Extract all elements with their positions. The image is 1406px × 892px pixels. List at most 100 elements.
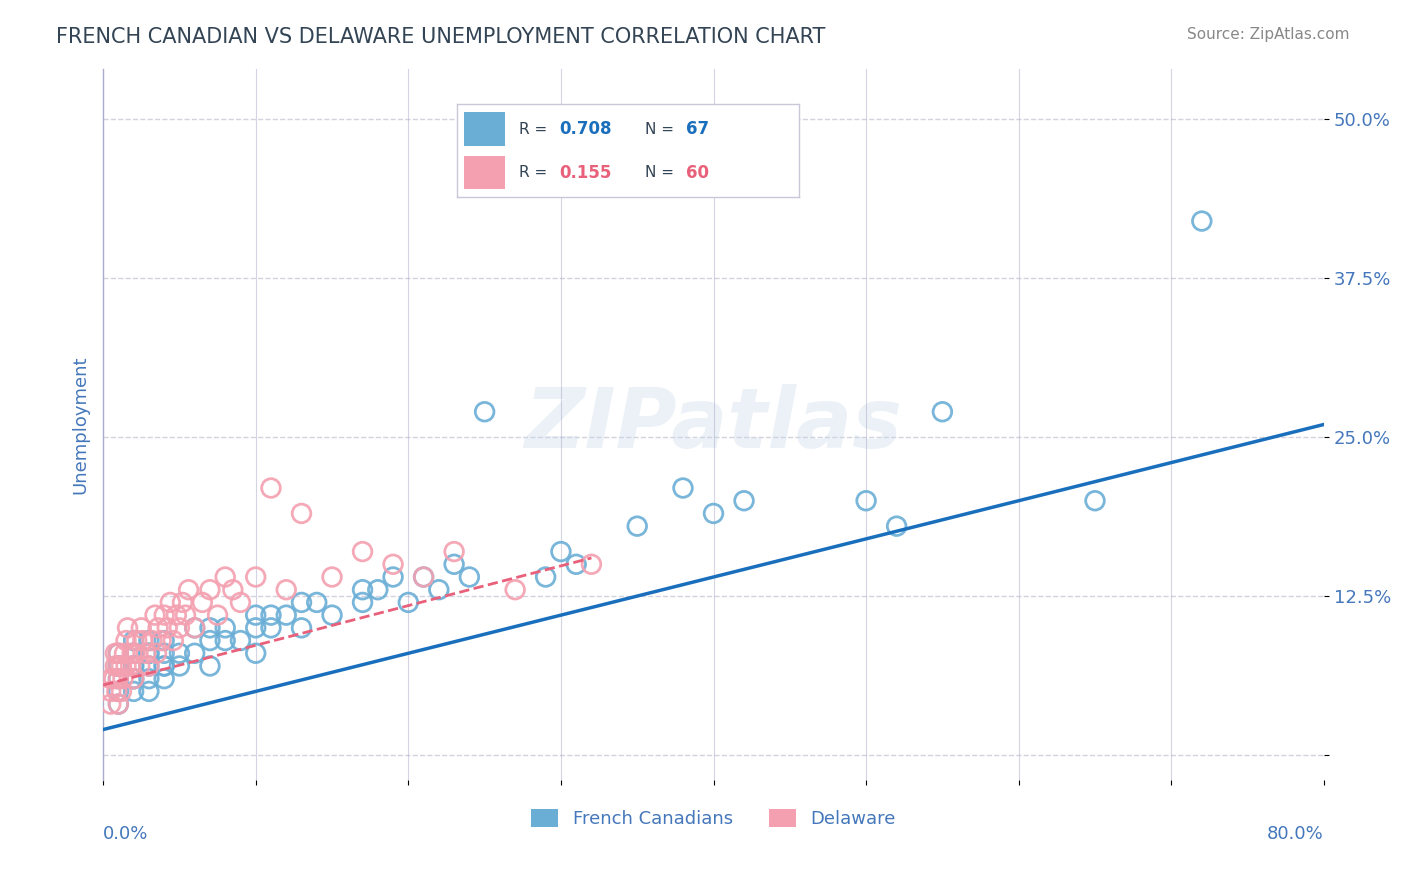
Point — [132, 633, 155, 648]
Point — [107, 672, 129, 686]
Point — [382, 570, 405, 584]
Point — [198, 621, 221, 635]
Point — [143, 608, 166, 623]
Point — [100, 697, 122, 711]
Point — [122, 672, 145, 686]
Point — [626, 519, 648, 533]
Point — [550, 544, 572, 558]
Point — [198, 659, 221, 673]
Point — [107, 646, 129, 660]
Point — [153, 646, 176, 660]
Point — [122, 684, 145, 698]
Point — [352, 544, 374, 558]
Legend: French Canadians, Delaware: French Canadians, Delaware — [524, 802, 903, 836]
Point — [412, 570, 434, 584]
Point — [107, 646, 129, 660]
Point — [931, 405, 953, 419]
Point — [138, 646, 160, 660]
Point — [321, 570, 343, 584]
Point — [290, 621, 312, 635]
Point — [122, 672, 145, 686]
Text: 80.0%: 80.0% — [1267, 825, 1324, 843]
Point — [107, 659, 129, 673]
Point — [855, 493, 877, 508]
Point — [174, 608, 197, 623]
Point — [146, 621, 169, 635]
Point — [245, 646, 267, 660]
Point — [565, 558, 588, 572]
Point — [153, 633, 176, 648]
Point — [100, 684, 122, 698]
Point — [321, 608, 343, 623]
Text: ZIPatlas: ZIPatlas — [524, 384, 903, 465]
Point — [260, 481, 283, 495]
Point — [125, 633, 148, 648]
Point — [427, 582, 450, 597]
Point — [191, 595, 214, 609]
Point — [169, 646, 191, 660]
Point — [367, 582, 389, 597]
Point — [145, 646, 167, 660]
Point — [156, 621, 179, 635]
Point — [107, 659, 129, 673]
Point — [290, 507, 312, 521]
Point — [122, 633, 145, 648]
Point — [503, 582, 526, 597]
Point — [229, 595, 252, 609]
Point — [1084, 493, 1107, 508]
Point — [443, 544, 465, 558]
Point — [352, 595, 374, 609]
Point — [260, 621, 283, 635]
Point — [245, 570, 267, 584]
Point — [458, 570, 481, 584]
Point — [138, 672, 160, 686]
Point — [162, 633, 184, 648]
Point — [172, 595, 194, 609]
Point — [122, 672, 145, 686]
Point — [141, 633, 163, 648]
Point — [153, 659, 176, 673]
Point — [382, 558, 405, 572]
Point — [276, 582, 298, 597]
Point — [177, 582, 200, 597]
Point — [122, 659, 145, 673]
Point — [1191, 214, 1213, 228]
Point — [104, 646, 127, 660]
Text: 0.0%: 0.0% — [103, 825, 149, 843]
Point — [115, 659, 138, 673]
Point — [702, 507, 724, 521]
Point — [138, 659, 160, 673]
Y-axis label: Unemployment: Unemployment — [72, 355, 89, 493]
Point — [169, 659, 191, 673]
Point — [105, 684, 128, 698]
Point — [245, 608, 267, 623]
Point — [672, 481, 695, 495]
Point — [886, 519, 908, 533]
Point — [260, 608, 283, 623]
Point — [103, 672, 125, 686]
Point — [581, 558, 603, 572]
Point — [207, 608, 229, 623]
Point — [107, 697, 129, 711]
Point — [122, 646, 145, 660]
Point — [396, 595, 419, 609]
Point — [229, 633, 252, 648]
Point — [290, 595, 312, 609]
Point — [153, 659, 176, 673]
Point — [135, 646, 157, 660]
Point — [245, 621, 267, 635]
Point — [214, 633, 236, 648]
Point — [214, 570, 236, 584]
Point — [110, 684, 132, 698]
Point — [107, 684, 129, 698]
Point — [138, 684, 160, 698]
Point — [129, 621, 152, 635]
Point — [111, 672, 134, 686]
Point — [183, 646, 205, 660]
Point — [138, 646, 160, 660]
Point — [138, 633, 160, 648]
Point — [222, 582, 245, 597]
Point — [138, 659, 160, 673]
Point — [153, 608, 176, 623]
Point — [115, 633, 138, 648]
